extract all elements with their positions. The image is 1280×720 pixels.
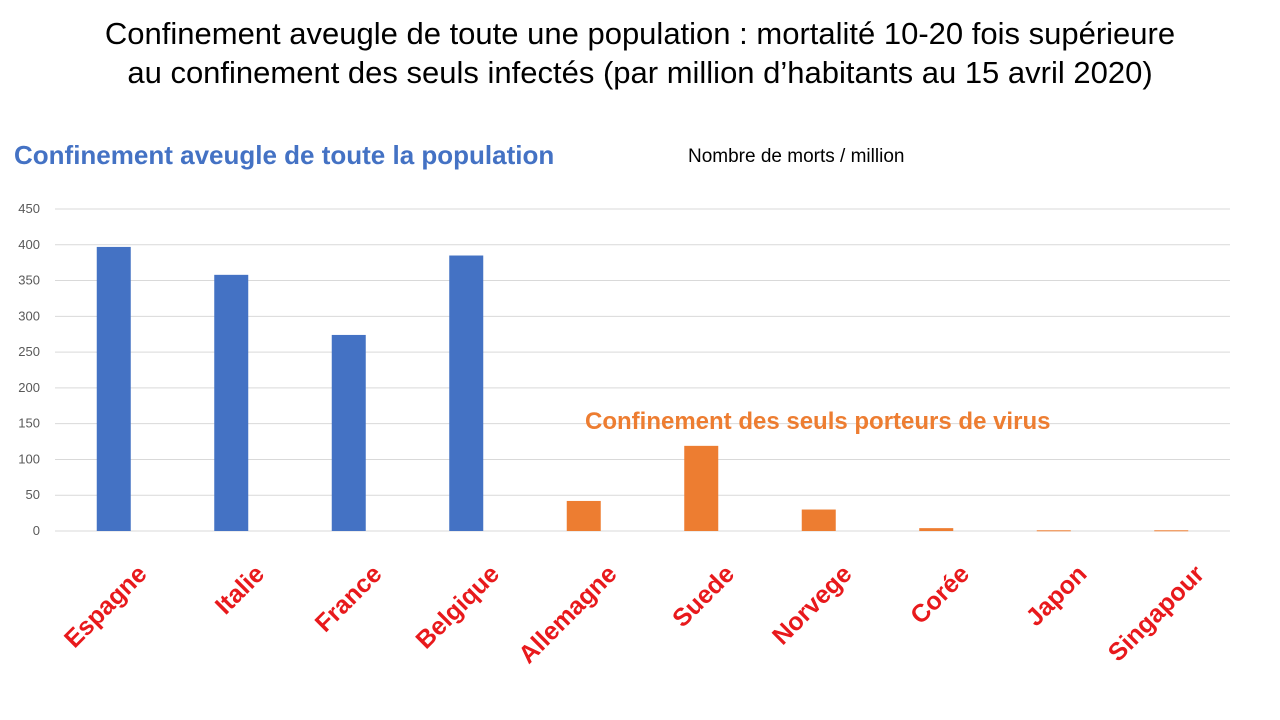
x-axis-category-labels: Espagne Italie France Belgique Allemagne Sued… [59, 560, 1210, 669]
chart-title-line-2: au confinement des seuls infectés (par m… [127, 55, 1153, 90]
bar-suede [684, 445, 719, 531]
y-axis-tick-labels: 0 50 100 150 200 250 300 350 400 450 [18, 201, 40, 538]
category-label-italie: Italie [210, 560, 270, 620]
y-tick-label: 100 [18, 451, 40, 466]
category-label-belgique: Belgique [410, 560, 505, 655]
bar-allemagne [566, 500, 601, 531]
y-tick-label: 150 [18, 416, 40, 431]
bar-espagne [96, 246, 131, 531]
y-tick-label: 0 [33, 523, 40, 538]
y-tick-label: 250 [18, 344, 40, 359]
group-label-blind-lockdown: Confinement aveugle de toute la populati… [14, 140, 555, 170]
category-label-espagne: Espagne [59, 560, 153, 654]
group-label-infected-only-lockdown: Confinement des seuls porteurs de virus [585, 408, 1051, 435]
category-label-corée: Corée [905, 560, 975, 630]
category-label-norvege: Norvege [767, 560, 858, 651]
category-label-singapour: Singapour [1103, 560, 1210, 667]
bar-singapour [1154, 530, 1189, 532]
y-tick-label: 50 [26, 487, 40, 502]
gridlines [55, 208, 1230, 532]
bar-france [331, 334, 366, 531]
bar-norvege [801, 509, 836, 531]
category-label-france: France [310, 560, 388, 638]
bar-belgique [449, 255, 484, 531]
category-label-japon: Japon [1021, 560, 1093, 632]
bar-corée [919, 528, 954, 531]
bar-italie [214, 274, 249, 531]
chart-title-line-1: Confinement aveugle de toute une populat… [104, 16, 1176, 51]
y-tick-label: 400 [18, 237, 40, 252]
unit-label: Nombre de morts / million [688, 146, 905, 167]
y-tick-label: 450 [18, 201, 40, 216]
y-tick-label: 200 [18, 380, 40, 395]
y-tick-label: 300 [18, 308, 40, 323]
bars [96, 246, 1189, 532]
chart-title: Confinement aveugle de toute une populat… [0, 14, 1280, 92]
category-label-allemagne: Allemagne [513, 560, 622, 669]
bar-japon [1036, 530, 1071, 532]
y-tick-label: 350 [18, 273, 40, 288]
category-label-suede: Suede [667, 560, 740, 633]
